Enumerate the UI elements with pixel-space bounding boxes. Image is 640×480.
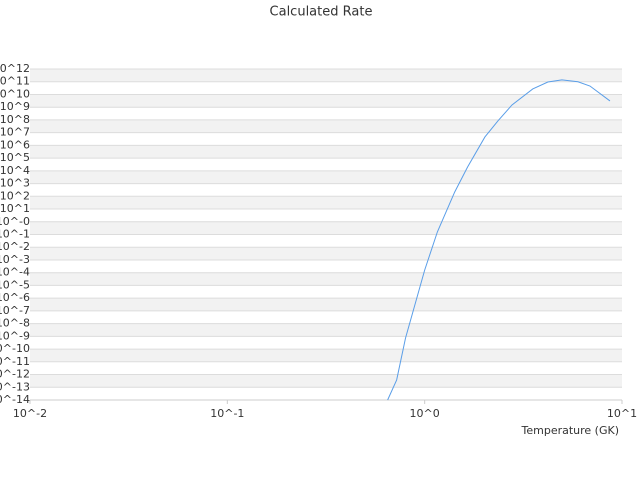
grid-band [30, 374, 622, 388]
grid-band [30, 272, 622, 286]
grid-bands [30, 69, 622, 388]
y-tick-label: 10^-6 [0, 291, 30, 304]
y-tick-label: 10^-13 [0, 380, 30, 393]
y-tick-label: 10^-8 [0, 317, 30, 330]
y-tick-label: 10^-3 [0, 253, 30, 266]
grid-band [30, 119, 622, 133]
y-tick-label: 10^4 [0, 164, 30, 177]
grid-band [30, 349, 622, 362]
y-tick-label: 10^1 [0, 202, 30, 215]
y-tick-label: 10^-4 [0, 266, 30, 279]
y-tick-label: 10^-1 [0, 228, 30, 241]
grid-band [30, 145, 622, 159]
grid-band [30, 170, 622, 184]
y-tick-label: 10^8 [0, 113, 30, 126]
y-tick-label: 10^2 [0, 189, 30, 202]
x-tick-label: 10^1 [607, 407, 637, 420]
grid-band [30, 196, 622, 210]
y-tick-label: 10^6 [0, 138, 30, 151]
x-axis-label: Temperature (GK) [521, 424, 620, 437]
x-tick-label: 10^-2 [13, 407, 47, 420]
y-tick-label: 10^12 [0, 62, 30, 75]
y-tick-label: 10^-12 [0, 368, 30, 381]
grid-band [30, 298, 622, 311]
chart-title: Calculated Rate [270, 5, 373, 20]
y-tick-label: 10^9 [0, 100, 30, 113]
x-tick-label: 10^0 [410, 407, 440, 420]
y-tick-label: 10^-2 [0, 240, 30, 253]
y-tick-label: 10^7 [0, 126, 30, 139]
y-tick-label: 10^-5 [0, 278, 30, 291]
y-tick-label: 10^10 [0, 87, 30, 100]
y-tick-label: 10^-10 [0, 342, 30, 355]
grid-band [30, 323, 622, 337]
grid-band [30, 247, 622, 260]
y-tick-label: 10^5 [0, 151, 30, 164]
grid-band [30, 221, 622, 235]
y-tick-label: 10^-9 [0, 329, 30, 342]
y-tick-label: 10^-11 [0, 355, 30, 368]
y-tick-label: 10^-14 [0, 393, 30, 406]
grid-band [30, 94, 622, 108]
y-tick-label: 10^-7 [0, 304, 30, 317]
grid-band [30, 69, 622, 82]
data-line [387, 79, 611, 401]
y-tick-label: 10^3 [0, 177, 30, 190]
x-tick-label: 10^-1 [210, 407, 244, 420]
y-tick-label: 10^11 [0, 75, 30, 88]
y-tick-label: 10^-0 [0, 215, 30, 228]
